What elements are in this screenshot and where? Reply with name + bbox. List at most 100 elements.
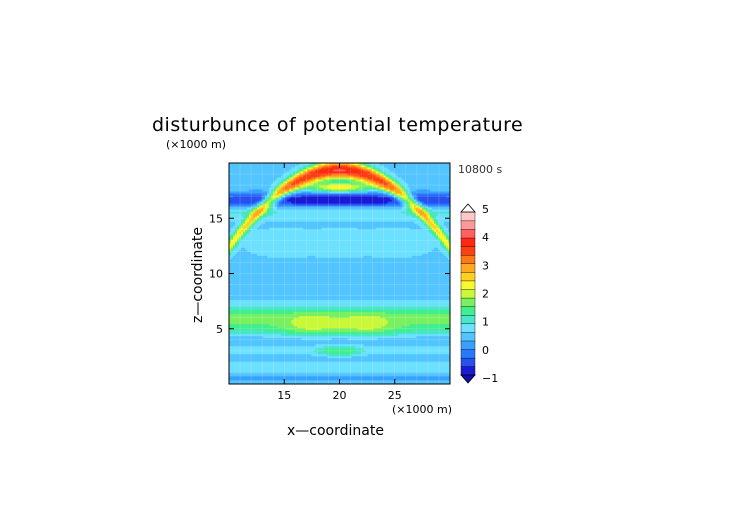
heatmap-cell: [237, 367, 240, 371]
heatmap-cell: [245, 371, 248, 375]
heatmap-cell: [233, 367, 236, 371]
heatmap-cell: [259, 255, 262, 258]
heatmap-cell: [275, 215, 278, 218]
heatmap-cell: [257, 349, 260, 353]
heatmap-cell: [247, 357, 250, 361]
heatmap-cell: [279, 233, 282, 236]
heatmap-cell: [245, 295, 248, 299]
heatmap-cell: [241, 351, 244, 355]
heatmap-cell: [237, 361, 240, 365]
heatmap-cell: [263, 249, 266, 252]
heatmap-cell: [239, 245, 242, 248]
heatmap-cell: [235, 291, 238, 294]
heatmap-cell: [247, 267, 250, 270]
heatmap-cell: [245, 173, 248, 176]
heatmap-cell: [247, 181, 250, 184]
heatmap-cell: [257, 207, 260, 210]
heatmap-cell: [229, 163, 232, 166]
heatmap-cell: [279, 343, 282, 347]
heatmap-cell: [255, 185, 258, 188]
heatmap-cell: [261, 227, 264, 230]
heatmap-cell: [249, 275, 252, 278]
heatmap-cell: [255, 199, 258, 202]
heatmap-cell: [259, 361, 262, 365]
heatmap-cell: [253, 281, 256, 284]
heatmap-cell: [269, 281, 272, 284]
heatmap-cell: [269, 265, 272, 268]
heatmap-cell: [263, 279, 266, 282]
heatmap-cell: [275, 179, 278, 182]
heatmap-cell: [231, 189, 234, 192]
heatmap-cell: [245, 377, 248, 381]
heatmap-cell: [245, 229, 248, 232]
heatmap-cell: [265, 255, 268, 258]
heatmap-cell: [249, 309, 252, 313]
heatmap-cell: [249, 229, 252, 232]
heatmap-cell: [235, 343, 238, 347]
heatmap-cell: [245, 261, 248, 264]
heatmap-cell: [237, 175, 240, 178]
heatmap-cell: [231, 193, 234, 196]
heatmap-cell: [239, 301, 242, 305]
heatmap-cell: [257, 307, 260, 311]
heatmap-cell: [263, 217, 266, 220]
heatmap-cell: [259, 357, 262, 361]
heatmap-cell: [257, 361, 260, 365]
heatmap-cell: [267, 171, 270, 174]
heatmap-cell: [249, 197, 252, 200]
heatmap-cell: [265, 355, 268, 359]
heatmap-cell: [259, 197, 262, 200]
heatmap-cell: [229, 265, 232, 268]
heatmap-cell: [277, 259, 280, 262]
heatmap-cell: [269, 253, 272, 256]
heatmap-cell: [273, 285, 276, 288]
heatmap-cell: [269, 171, 272, 174]
heatmap-cell: [267, 283, 270, 286]
heatmap-cell: [247, 377, 250, 381]
heatmap-cell: [237, 167, 240, 170]
heatmap-cell: [267, 239, 270, 242]
heatmap-cell: [257, 347, 260, 351]
heatmap-cell: [267, 285, 270, 288]
heatmap-cell: [277, 317, 280, 321]
heatmap-cell: [231, 213, 234, 216]
heatmap-cell: [245, 311, 248, 315]
heatmap-cell: [269, 183, 272, 186]
heatmap-cell: [277, 381, 280, 384]
heatmap-cell: [253, 189, 256, 192]
heatmap-cell: [233, 263, 236, 266]
heatmap-cell: [257, 195, 260, 198]
heatmap-cell: [255, 259, 258, 262]
heatmap-cell: [257, 259, 260, 262]
heatmap-cell: [279, 229, 282, 232]
heatmap-cell: [247, 341, 250, 345]
heatmap-cell: [249, 285, 252, 288]
heatmap-cell: [279, 301, 282, 305]
heatmap-cell: [241, 205, 244, 208]
heatmap-cell: [257, 377, 260, 381]
heatmap-cell: [235, 349, 238, 353]
heatmap-cell: [261, 357, 264, 361]
heatmap-cell: [231, 359, 234, 363]
heatmap-cell: [273, 237, 276, 240]
heatmap-cell: [243, 317, 246, 321]
heatmap-cell: [251, 365, 254, 369]
heatmap-cell: [229, 267, 232, 270]
heatmap-cell: [239, 247, 242, 250]
heatmap-cell: [239, 259, 242, 262]
heatmap-cell: [233, 327, 236, 331]
heatmap-cell: [233, 373, 236, 377]
heatmap-cell: [245, 191, 248, 194]
heatmap-cell: [237, 197, 240, 200]
heatmap-cell: [271, 315, 274, 319]
heatmap-cell: [243, 315, 246, 319]
heatmap-cell: [259, 295, 262, 299]
heatmap-cell: [279, 163, 282, 166]
heatmap-cell: [255, 263, 258, 266]
heatmap-cell: [281, 259, 284, 262]
heatmap-cell: [265, 263, 268, 266]
heatmap-cell: [261, 319, 264, 323]
heatmap-cell: [265, 327, 268, 331]
heatmap-cell: [265, 295, 268, 299]
heatmap-cell: [237, 339, 240, 343]
